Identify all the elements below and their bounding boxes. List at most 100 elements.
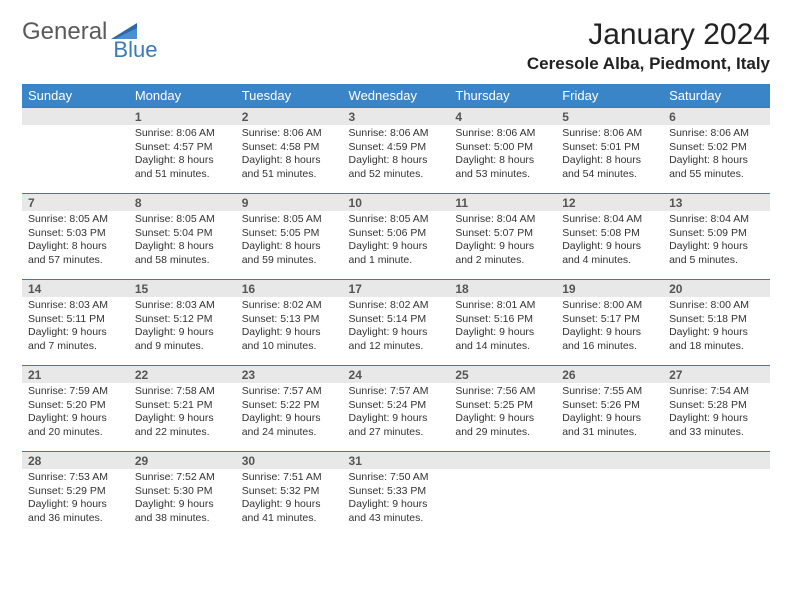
day-number: 7	[22, 193, 129, 211]
daylight-line: Daylight: 9 hours and 5 minutes.	[669, 240, 748, 266]
sunset-line: Sunset: 5:25 PM	[455, 399, 533, 411]
calendar-cell: 11Sunrise: 8:04 AMSunset: 5:07 PMDayligh…	[449, 193, 556, 279]
day-details: Sunrise: 7:52 AMSunset: 5:30 PMDaylight:…	[129, 469, 236, 530]
day-details: Sunrise: 8:05 AMSunset: 5:05 PMDaylight:…	[236, 211, 343, 272]
sunrise-line: Sunrise: 7:57 AM	[242, 385, 322, 397]
daylight-line: Daylight: 9 hours and 29 minutes.	[455, 412, 534, 438]
day-details: Sunrise: 8:03 AMSunset: 5:11 PMDaylight:…	[22, 297, 129, 358]
sunrise-line: Sunrise: 7:58 AM	[135, 385, 215, 397]
daylight-line: Daylight: 9 hours and 20 minutes.	[28, 412, 107, 438]
day-details: Sunrise: 8:04 AMSunset: 5:07 PMDaylight:…	[449, 211, 556, 272]
sunrise-line: Sunrise: 8:02 AM	[349, 299, 429, 311]
sunset-line: Sunset: 4:59 PM	[349, 141, 427, 153]
day-details: Sunrise: 8:02 AMSunset: 5:13 PMDaylight:…	[236, 297, 343, 358]
day-number: 6	[663, 107, 770, 125]
daylight-line: Daylight: 9 hours and 4 minutes.	[562, 240, 641, 266]
calendar-cell: 20Sunrise: 8:00 AMSunset: 5:18 PMDayligh…	[663, 279, 770, 365]
daylight-line: Daylight: 9 hours and 33 minutes.	[669, 412, 748, 438]
day-number: 1	[129, 107, 236, 125]
sunrise-line: Sunrise: 8:00 AM	[562, 299, 642, 311]
sunset-line: Sunset: 5:11 PM	[28, 313, 105, 325]
sunset-line: Sunset: 5:04 PM	[135, 227, 213, 239]
day-details: Sunrise: 7:58 AMSunset: 5:21 PMDaylight:…	[129, 383, 236, 444]
day-details	[663, 469, 770, 475]
day-number: 24	[343, 365, 450, 383]
sunrise-line: Sunrise: 7:53 AM	[28, 471, 108, 483]
day-number: 2	[236, 107, 343, 125]
sunset-line: Sunset: 5:12 PM	[135, 313, 213, 325]
day-details: Sunrise: 8:02 AMSunset: 5:14 PMDaylight:…	[343, 297, 450, 358]
sunset-line: Sunset: 5:05 PM	[242, 227, 320, 239]
calendar-table: SundayMondayTuesdayWednesdayThursdayFrid…	[22, 84, 770, 537]
calendar-body: 1Sunrise: 8:06 AMSunset: 4:57 PMDaylight…	[22, 107, 770, 537]
calendar-cell: 22Sunrise: 7:58 AMSunset: 5:21 PMDayligh…	[129, 365, 236, 451]
sunset-line: Sunset: 5:28 PM	[669, 399, 747, 411]
day-details: Sunrise: 8:05 AMSunset: 5:06 PMDaylight:…	[343, 211, 450, 272]
sunset-line: Sunset: 5:01 PM	[562, 141, 640, 153]
sunset-line: Sunset: 5:08 PM	[562, 227, 640, 239]
sunset-line: Sunset: 5:07 PM	[455, 227, 533, 239]
daylight-line: Daylight: 9 hours and 7 minutes.	[28, 326, 107, 352]
daylight-line: Daylight: 9 hours and 36 minutes.	[28, 498, 107, 524]
day-number: 26	[556, 365, 663, 383]
calendar-cell: 25Sunrise: 7:56 AMSunset: 5:25 PMDayligh…	[449, 365, 556, 451]
day-number: 23	[236, 365, 343, 383]
sunrise-line: Sunrise: 7:56 AM	[455, 385, 535, 397]
logo: General Blue	[22, 18, 183, 46]
sunrise-line: Sunrise: 8:06 AM	[349, 127, 429, 139]
day-details: Sunrise: 8:04 AMSunset: 5:09 PMDaylight:…	[663, 211, 770, 272]
calendar-cell: 12Sunrise: 8:04 AMSunset: 5:08 PMDayligh…	[556, 193, 663, 279]
daylight-line: Daylight: 9 hours and 10 minutes.	[242, 326, 321, 352]
sunset-line: Sunset: 5:06 PM	[349, 227, 427, 239]
sunset-line: Sunset: 5:24 PM	[349, 399, 427, 411]
calendar-cell: 27Sunrise: 7:54 AMSunset: 5:28 PMDayligh…	[663, 365, 770, 451]
day-number: 22	[129, 365, 236, 383]
day-details: Sunrise: 8:03 AMSunset: 5:12 PMDaylight:…	[129, 297, 236, 358]
daylight-line: Daylight: 8 hours and 53 minutes.	[455, 154, 534, 180]
daylight-line: Daylight: 8 hours and 58 minutes.	[135, 240, 214, 266]
calendar-cell: 17Sunrise: 8:02 AMSunset: 5:14 PMDayligh…	[343, 279, 450, 365]
day-details: Sunrise: 8:06 AMSunset: 5:00 PMDaylight:…	[449, 125, 556, 186]
sunrise-line: Sunrise: 8:06 AM	[135, 127, 215, 139]
calendar-week-row: 7Sunrise: 8:05 AMSunset: 5:03 PMDaylight…	[22, 193, 770, 279]
sunset-line: Sunset: 5:13 PM	[242, 313, 320, 325]
sunrise-line: Sunrise: 8:05 AM	[135, 213, 215, 225]
day-number	[449, 451, 556, 469]
daylight-line: Daylight: 8 hours and 51 minutes.	[242, 154, 321, 180]
day-details: Sunrise: 8:01 AMSunset: 5:16 PMDaylight:…	[449, 297, 556, 358]
sunrise-line: Sunrise: 7:59 AM	[28, 385, 108, 397]
daylight-line: Daylight: 9 hours and 2 minutes.	[455, 240, 534, 266]
day-number: 30	[236, 451, 343, 469]
weekday-header: Thursday	[449, 84, 556, 107]
calendar-cell: 30Sunrise: 7:51 AMSunset: 5:32 PMDayligh…	[236, 451, 343, 537]
day-details: Sunrise: 7:59 AMSunset: 5:20 PMDaylight:…	[22, 383, 129, 444]
calendar-head: SundayMondayTuesdayWednesdayThursdayFrid…	[22, 84, 770, 107]
day-number: 16	[236, 279, 343, 297]
sunset-line: Sunset: 5:22 PM	[242, 399, 320, 411]
sunset-line: Sunset: 5:21 PM	[135, 399, 213, 411]
title-block: January 2024 Ceresole Alba, Piedmont, It…	[527, 18, 770, 74]
sunrise-line: Sunrise: 8:06 AM	[669, 127, 749, 139]
day-details: Sunrise: 7:57 AMSunset: 5:24 PMDaylight:…	[343, 383, 450, 444]
day-details: Sunrise: 8:00 AMSunset: 5:18 PMDaylight:…	[663, 297, 770, 358]
calendar-cell: 14Sunrise: 8:03 AMSunset: 5:11 PMDayligh…	[22, 279, 129, 365]
calendar-cell: 9Sunrise: 8:05 AMSunset: 5:05 PMDaylight…	[236, 193, 343, 279]
day-details: Sunrise: 8:06 AMSunset: 4:59 PMDaylight:…	[343, 125, 450, 186]
day-number: 18	[449, 279, 556, 297]
sunset-line: Sunset: 5:17 PM	[562, 313, 640, 325]
day-number: 5	[556, 107, 663, 125]
sunset-line: Sunset: 5:00 PM	[455, 141, 533, 153]
day-number: 28	[22, 451, 129, 469]
calendar-week-row: 28Sunrise: 7:53 AMSunset: 5:29 PMDayligh…	[22, 451, 770, 537]
sunset-line: Sunset: 5:14 PM	[349, 313, 427, 325]
day-details: Sunrise: 7:55 AMSunset: 5:26 PMDaylight:…	[556, 383, 663, 444]
daylight-line: Daylight: 8 hours and 51 minutes.	[135, 154, 214, 180]
calendar-cell: 16Sunrise: 8:02 AMSunset: 5:13 PMDayligh…	[236, 279, 343, 365]
logo-text-general: General	[22, 18, 107, 46]
calendar-cell: 1Sunrise: 8:06 AMSunset: 4:57 PMDaylight…	[129, 107, 236, 193]
sunset-line: Sunset: 5:02 PM	[669, 141, 747, 153]
calendar-cell: 28Sunrise: 7:53 AMSunset: 5:29 PMDayligh…	[22, 451, 129, 537]
daylight-line: Daylight: 9 hours and 41 minutes.	[242, 498, 321, 524]
calendar-cell: 15Sunrise: 8:03 AMSunset: 5:12 PMDayligh…	[129, 279, 236, 365]
sunrise-line: Sunrise: 8:00 AM	[669, 299, 749, 311]
